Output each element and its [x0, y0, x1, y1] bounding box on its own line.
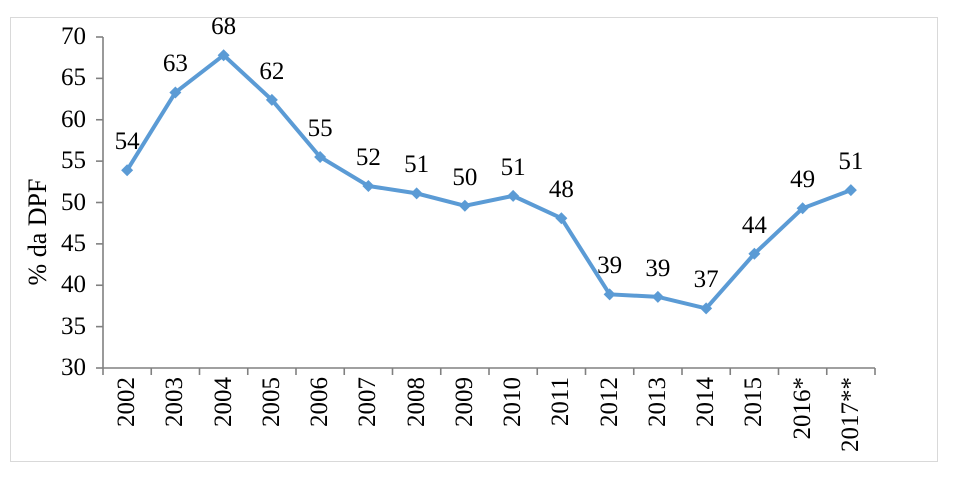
data-point-marker [265, 93, 278, 106]
data-point-marker [169, 86, 182, 99]
data-point-marker [796, 202, 809, 215]
data-point-marker [314, 150, 327, 163]
data-point-marker [603, 288, 616, 301]
data-point-marker [362, 179, 375, 192]
data-point-marker [651, 290, 664, 303]
data-point-marker [700, 302, 713, 315]
data-point-marker [748, 247, 761, 260]
data-point-marker [121, 164, 134, 177]
data-point-marker [844, 184, 857, 197]
data-point-marker [217, 49, 230, 62]
data-point-marker [410, 187, 423, 200]
data-point-marker [458, 199, 471, 212]
data-point-marker [555, 212, 568, 225]
chart-outer-frame [10, 17, 938, 462]
data-series-line [125, 52, 853, 311]
data-point-marker [507, 189, 520, 202]
